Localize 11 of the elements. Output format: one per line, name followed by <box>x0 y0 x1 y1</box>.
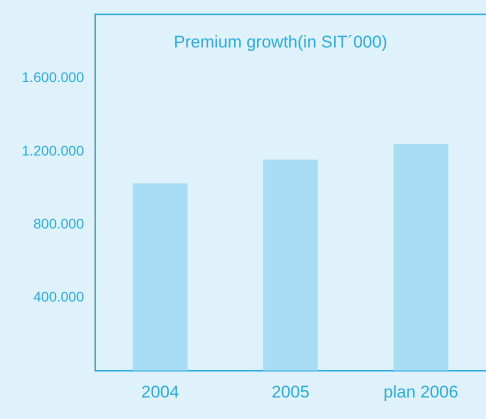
y-tick-label: 1.200.000 <box>22 142 84 158</box>
y-tick-label: 800.000 <box>33 215 84 232</box>
x-tick-label: 2004 <box>141 382 180 402</box>
x-tick-label: 2005 <box>272 382 310 402</box>
text: Premium growth(in SIT´000) <box>174 32 388 52</box>
y-tick-label: 400.000 <box>33 288 84 304</box>
y-tick-label: 1.600.000 <box>22 69 84 86</box>
x-tick-label: plan 2006 <box>383 382 458 402</box>
bar <box>263 160 318 371</box>
bar <box>393 144 448 371</box>
bar <box>132 183 188 371</box>
